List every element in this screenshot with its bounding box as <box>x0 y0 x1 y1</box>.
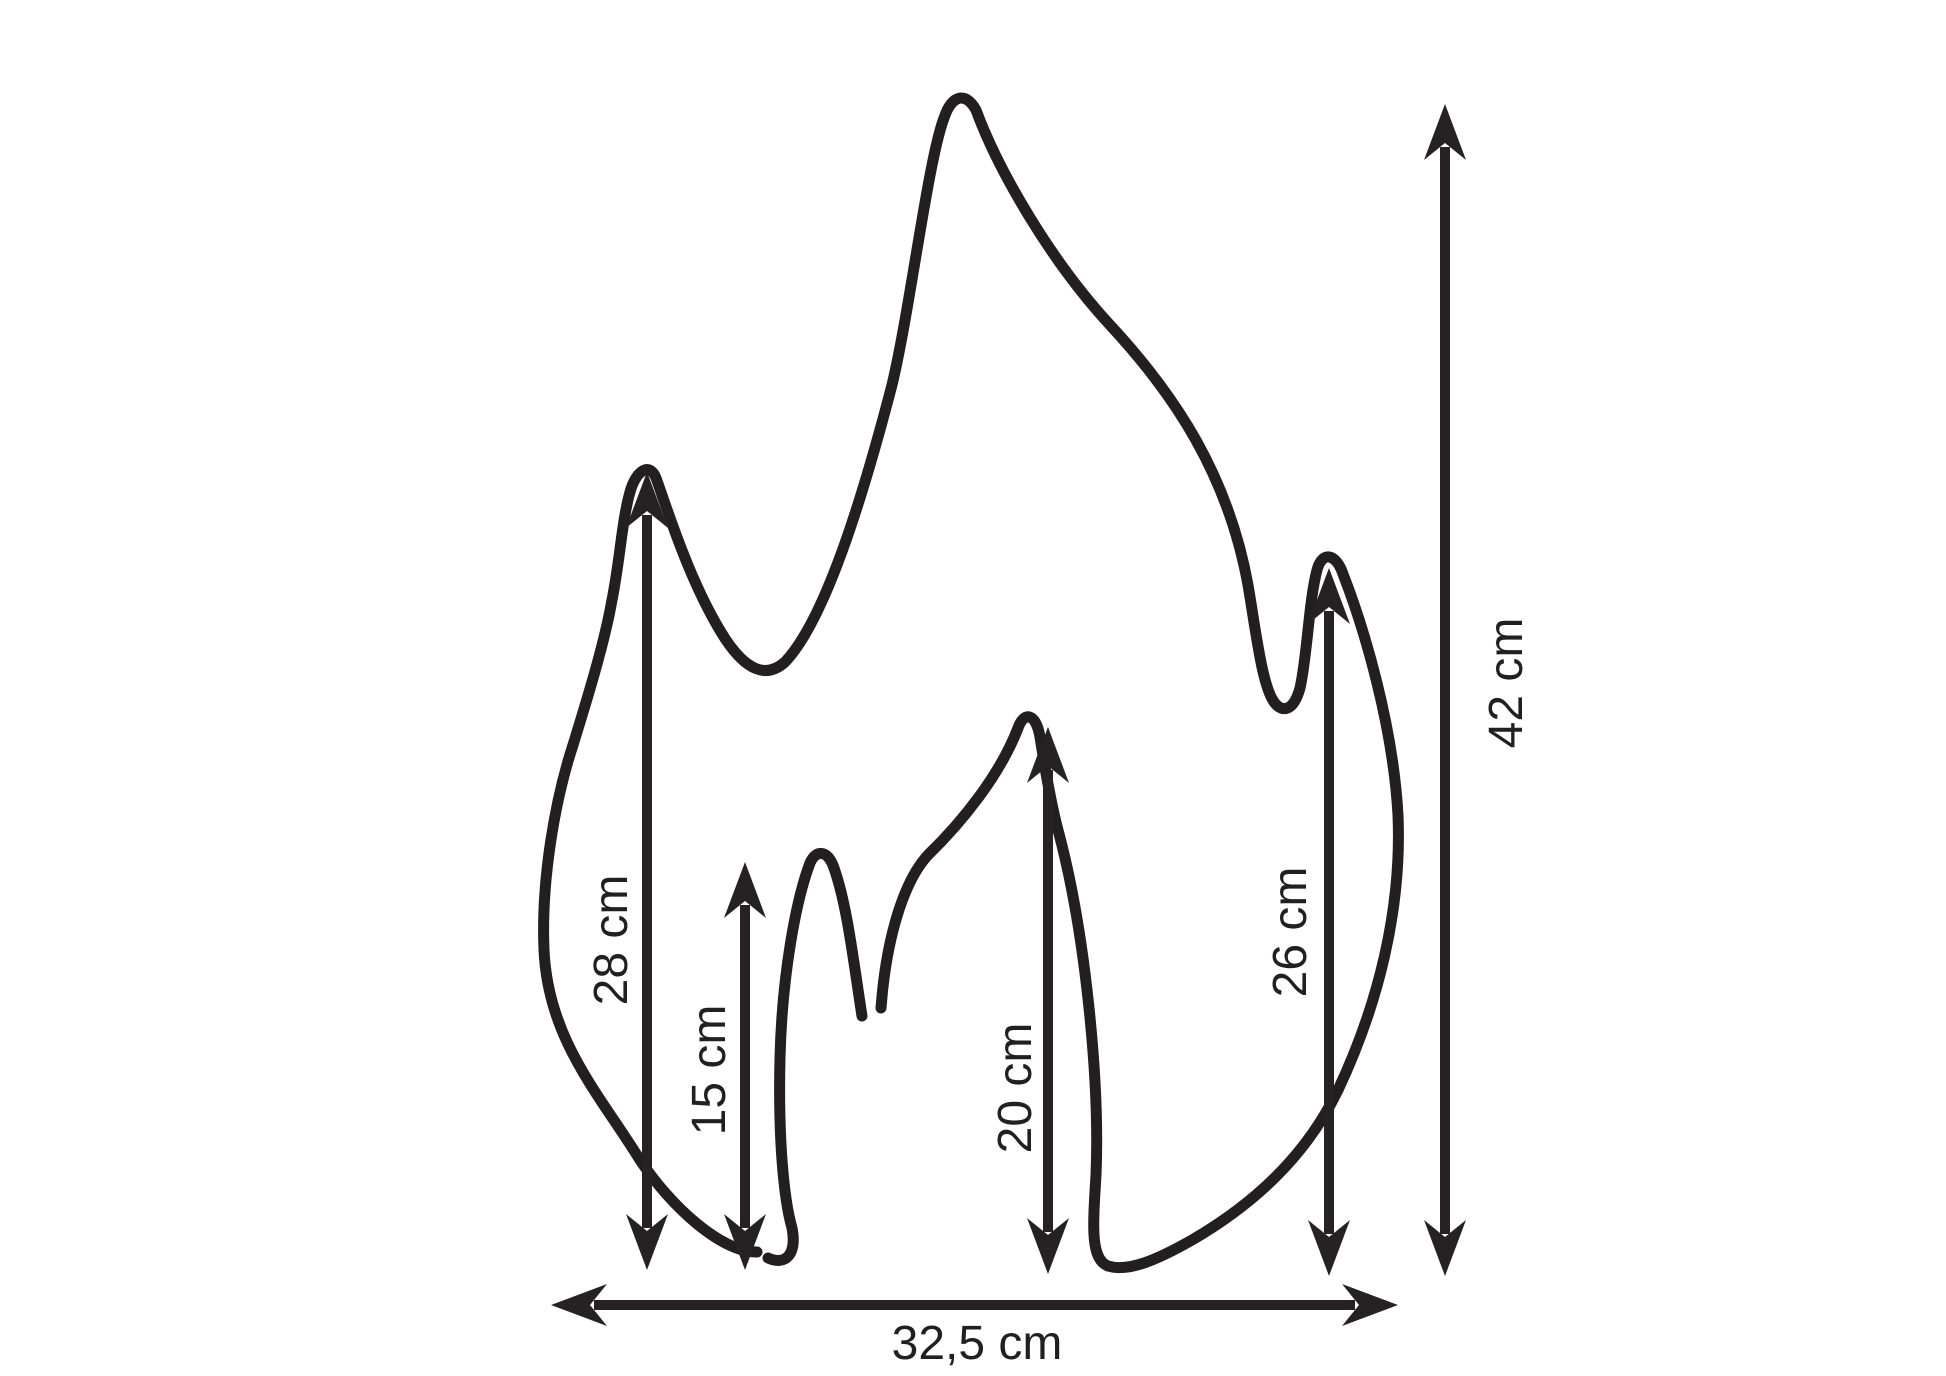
arrowhead-down <box>626 1214 668 1270</box>
arrowhead-up <box>724 862 766 918</box>
dimension-overall-height: 42 cm <box>1424 104 1533 1276</box>
dimension-label: 28 cm <box>585 875 638 1006</box>
arrowhead-down <box>1308 1220 1350 1276</box>
dimension-overall-width: 32,5 cm <box>551 1284 1398 1370</box>
arrowhead-up <box>1308 568 1350 624</box>
arrowhead-up <box>626 472 668 528</box>
flame-inner-spike-path <box>762 848 868 1266</box>
dimension-left-spike-height: 28 cm <box>585 472 668 1270</box>
arrowhead-down <box>724 1214 766 1270</box>
arrowhead-right <box>1342 1284 1398 1326</box>
arrowhead-down <box>1027 1218 1069 1274</box>
dimension-inner-flame-height: 20 cm <box>989 727 1069 1274</box>
dimension-label: 20 cm <box>989 1023 1042 1154</box>
dimension-right-spike-height: 26 cm <box>1264 568 1350 1276</box>
arrowhead-up <box>1424 104 1466 160</box>
arrowhead-up <box>1027 727 1069 783</box>
dimension-inner-left-spike-height: 15 cm <box>683 862 766 1270</box>
dimension-label: 32,5 cm <box>892 1317 1063 1370</box>
arrowhead-down <box>1424 1220 1466 1276</box>
flame-outline <box>538 92 1404 1274</box>
arrowhead-left <box>551 1284 607 1326</box>
dimension-label: 26 cm <box>1264 867 1317 998</box>
flame-outer-outline-path <box>538 92 1404 1274</box>
dimension-label: 42 cm <box>1480 618 1533 749</box>
dimension-label: 15 cm <box>683 1005 736 1136</box>
